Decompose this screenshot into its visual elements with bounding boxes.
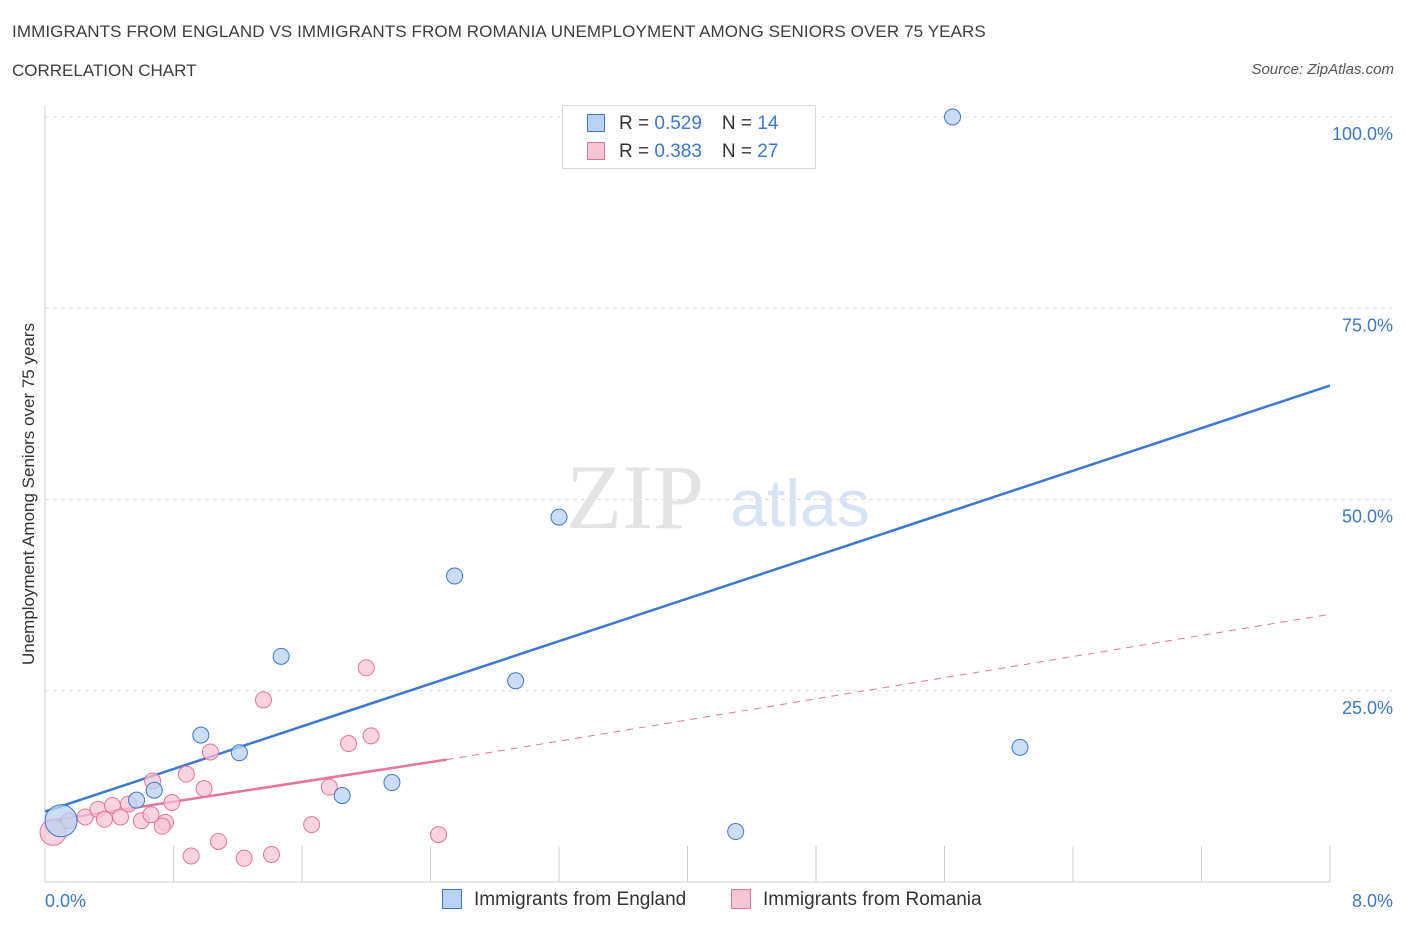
point-england: [944, 108, 962, 126]
y-tick-label: 25.0%: [1342, 698, 1393, 718]
n-label: N =: [721, 141, 758, 162]
point-romania: [76, 808, 94, 826]
point-romania: [303, 816, 321, 834]
point-romania: [153, 817, 171, 835]
r-label: R =: [619, 141, 655, 162]
watermark-atlas: atlas: [730, 466, 869, 540]
point-england: [333, 787, 351, 805]
y-axis-label: Unemployment Among Seniors over 75 years: [19, 323, 38, 665]
point-romania: [430, 826, 448, 844]
point-romania: [235, 849, 253, 867]
legend-row-england: R = 0.529 N = 14: [587, 113, 778, 135]
point-romania: [163, 793, 181, 811]
point-romania: [195, 780, 213, 798]
legend-item-romania[interactable]: Immigrants from Romania: [731, 889, 982, 911]
point-england: [383, 774, 401, 792]
r-label: R =: [619, 113, 655, 134]
x-tick-label: 8.0%: [1352, 891, 1393, 911]
legend-item-england[interactable]: Immigrants from England: [442, 889, 686, 911]
point-england: [507, 672, 525, 690]
r-value-england: 0.529: [654, 113, 702, 134]
romania-legend-swatch: [731, 889, 751, 909]
point-england: [44, 804, 78, 838]
correlation-legend: R = 0.529 N = 14 R = 0.383 N = 27: [562, 105, 816, 169]
point-romania: [182, 847, 200, 865]
axes: [44, 105, 1331, 883]
n-value-romania: 27: [757, 141, 779, 162]
y-tick-label: 50.0%: [1342, 507, 1393, 527]
england-swatch: [587, 114, 605, 132]
point-england: [446, 567, 464, 585]
point-romania: [362, 727, 380, 745]
y-tick-label: 75.0%: [1342, 315, 1393, 335]
r-value-romania: 0.383: [654, 141, 702, 162]
england-legend-swatch: [442, 889, 462, 909]
point-england: [550, 508, 568, 526]
point-romania: [262, 845, 280, 863]
gridlines: [45, 116, 1392, 692]
point-romania: [111, 808, 129, 826]
point-england: [727, 823, 745, 841]
point-england: [192, 726, 210, 744]
n-value-england: 14: [757, 113, 779, 134]
n-label: N =: [721, 113, 758, 134]
legend-row-romania: R = 0.383 N = 27: [587, 141, 778, 163]
point-england: [128, 791, 146, 809]
point-england: [230, 744, 248, 762]
point-romania: [209, 832, 227, 850]
trend-line-england: [44, 384, 1331, 813]
watermark-zip: ZIP: [566, 446, 704, 548]
legend-label-england: Immigrants from England: [474, 889, 687, 910]
romania-swatch: [587, 142, 605, 160]
point-romania: [254, 691, 272, 709]
tick-labels: 100.0% 75.0% 50.0% 25.0% 0.0% 8.0%: [45, 124, 1393, 911]
x-tick-label: 0.0%: [45, 891, 86, 911]
chart-subtitle: CORRELATION CHART: [12, 61, 197, 80]
chart-title: IMMIGRANTS FROM ENGLAND VS IMMIGRANTS FR…: [12, 22, 986, 41]
point-romania: [320, 778, 338, 796]
point-romania: [177, 765, 195, 783]
trend-line-romania-extended: [446, 613, 1331, 761]
data-points: [39, 108, 1029, 867]
legend-label-romania: Immigrants from Romania: [763, 889, 982, 910]
point-england: [272, 647, 290, 665]
y-tick-label: 100.0%: [1332, 124, 1393, 144]
point-england: [145, 781, 163, 799]
point-romania: [357, 659, 375, 677]
point-romania: [142, 806, 160, 824]
watermark: ZIP atlas: [566, 446, 870, 548]
point-romania: [340, 735, 358, 753]
point-romania: [95, 810, 113, 828]
point-romania: [201, 743, 219, 761]
source-credit: Source: ZipAtlas.com: [1251, 61, 1394, 78]
point-england: [1011, 738, 1029, 756]
